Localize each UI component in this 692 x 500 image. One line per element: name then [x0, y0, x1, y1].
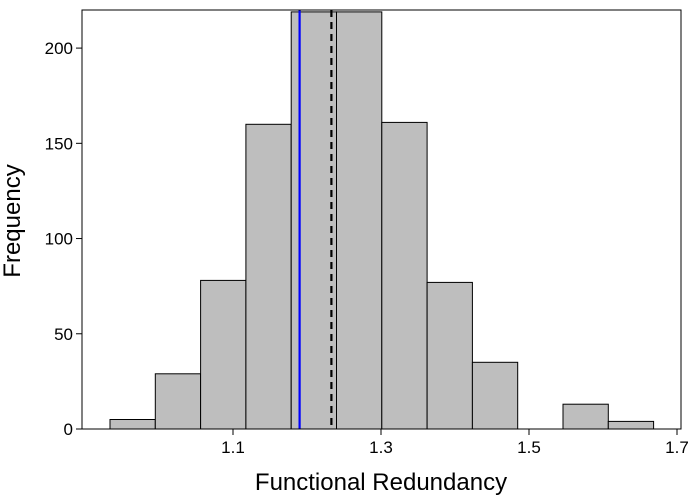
x-tick-label: 1.7 — [665, 438, 689, 457]
x-tick-label: 1.1 — [221, 438, 245, 457]
y-tick-label: 100 — [45, 230, 73, 249]
histogram-bar — [472, 362, 517, 429]
x-tick-label: 1.5 — [517, 438, 541, 457]
y-tick-label: 200 — [45, 39, 73, 58]
histogram-bar — [246, 124, 291, 429]
histogram-bars — [110, 12, 654, 429]
y-axis-title: Frequency — [0, 164, 26, 277]
histogram-bar — [201, 280, 246, 429]
histogram-bar — [337, 12, 382, 429]
y-axis: 0 50 100 150 200 — [45, 39, 82, 439]
histogram-bar — [427, 282, 472, 429]
y-tick-label: 50 — [54, 325, 73, 344]
histogram-bar — [291, 12, 336, 429]
histogram-bar — [382, 122, 427, 429]
histogram-bar — [155, 374, 200, 429]
x-axis: 1.1 1.3 1.5 1.7 — [221, 429, 689, 457]
histogram-bar — [563, 404, 608, 429]
histogram-bar — [110, 420, 155, 430]
y-tick-label: 150 — [45, 134, 73, 153]
x-tick-label: 1.3 — [369, 438, 393, 457]
x-axis-title: Functional Redundancy — [255, 469, 507, 496]
histogram-bar — [608, 421, 653, 429]
y-tick-label: 0 — [64, 420, 73, 439]
